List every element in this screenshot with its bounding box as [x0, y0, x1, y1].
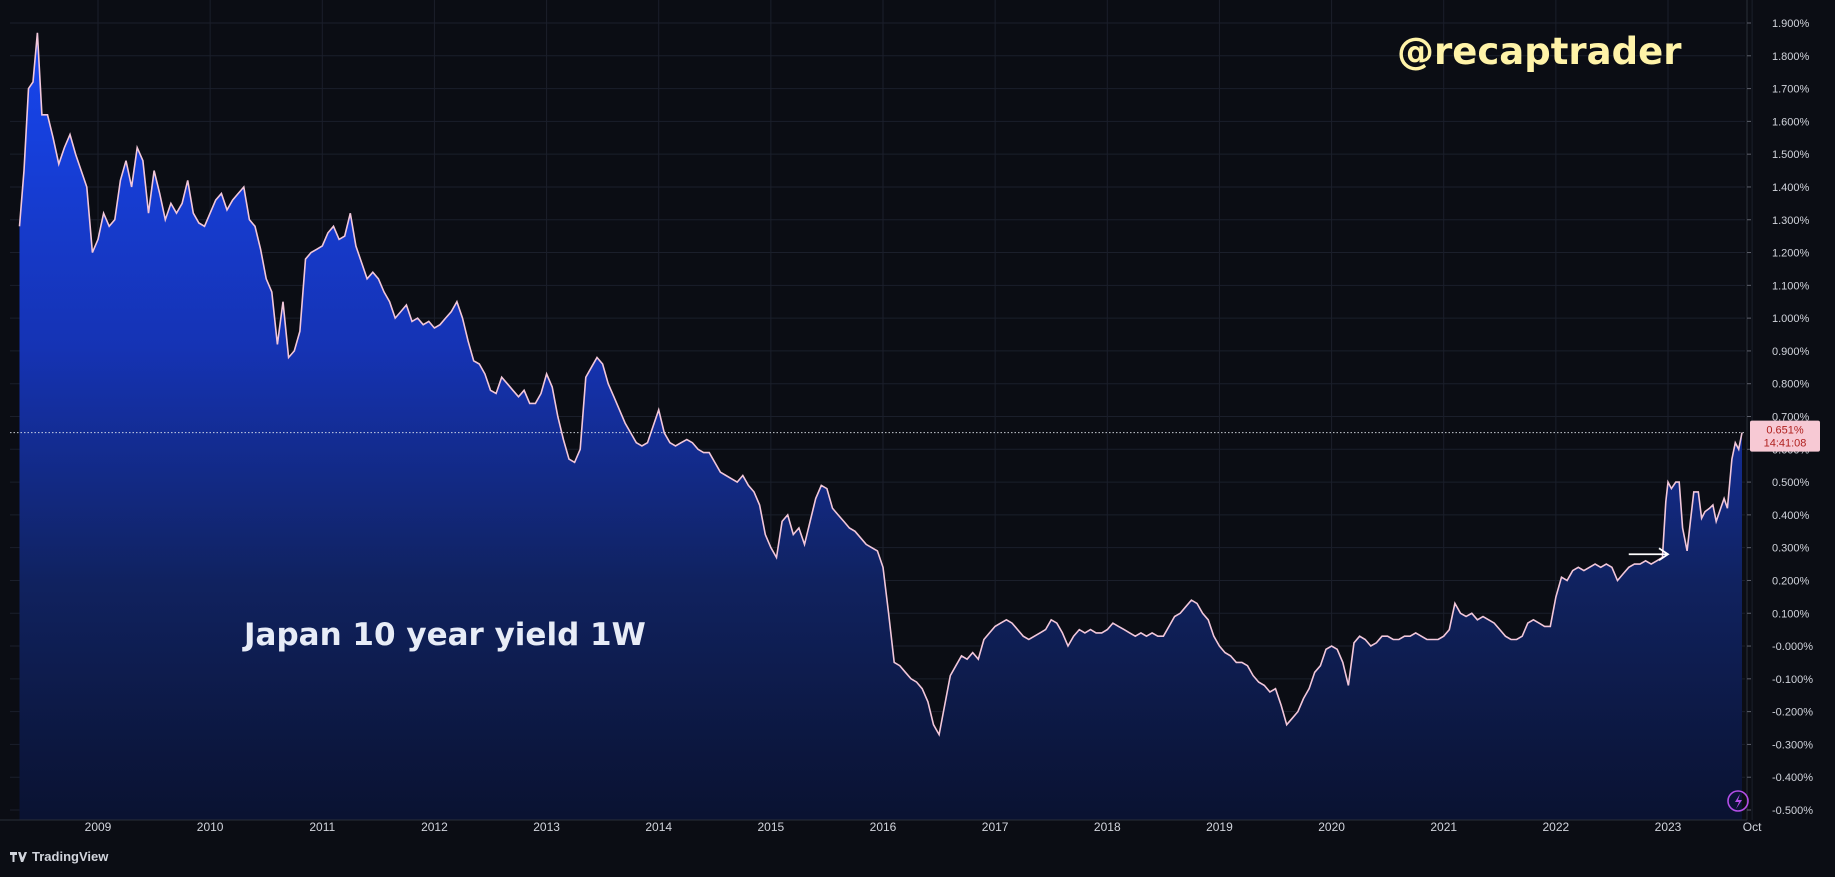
x-tick-label: 2010 [197, 820, 224, 834]
x-tick-label: 2012 [421, 820, 448, 834]
y-tick-label: 0.700% [1772, 412, 1810, 424]
y-tick-label: 0.400% [1772, 510, 1810, 522]
x-tick-label: 2009 [85, 820, 112, 834]
y-tick-label: 0.200% [1772, 575, 1810, 587]
x-tick-label: 2017 [982, 820, 1009, 834]
y-tick-label: -0.300% [1772, 739, 1813, 751]
y-tick-label: 0.800% [1772, 379, 1810, 391]
y-tick-label: -0.100% [1772, 674, 1813, 686]
tradingview-logo[interactable]: TradingView [10, 849, 108, 864]
arrow-head [1658, 547, 1670, 561]
y-tick-label: 1.000% [1772, 313, 1810, 325]
x-tick-label: Oct [1743, 820, 1762, 834]
last-price-value: 0.651% [1766, 425, 1804, 437]
x-tick-label: 2021 [1430, 820, 1457, 834]
last-price-label-bg [1750, 420, 1820, 452]
x-tick-label: 2019 [1206, 820, 1233, 834]
lightning-icon[interactable] [1727, 790, 1749, 812]
y-tick-label: 1.100% [1772, 280, 1810, 292]
price-axis[interactable]: 1.900% 1.800% 1.700% 1.600% 1.500% 1.400% 1.30… [1747, 18, 1813, 817]
y-tick-label: -0.400% [1772, 772, 1813, 784]
x-tick-label: 2013 [533, 820, 560, 834]
y-tick-label: 0.500% [1772, 477, 1810, 489]
arrow-annotation [1628, 547, 1670, 561]
y-tick-label: 1.300% [1772, 215, 1810, 227]
x-tick-label: 2022 [1543, 820, 1570, 834]
y-tick-label: 1.700% [1772, 84, 1810, 96]
y-tick-label: 0.900% [1772, 346, 1810, 358]
chart-title-annotation: Japan 10 year yield 1W [242, 617, 646, 653]
x-tick-label: 2020 [1318, 820, 1345, 834]
y-tick-label: 1.200% [1772, 248, 1810, 260]
y-tick-label: -0.000% [1772, 641, 1813, 653]
watermark-handle: @recaptrader [1397, 30, 1682, 73]
y-tick-label: 1.900% [1772, 18, 1810, 30]
x-tick-label: 2011 [309, 820, 335, 834]
y-tick-label: -0.500% [1772, 805, 1813, 817]
x-tick-label: 2023 [1655, 820, 1682, 834]
x-tick-label: 2016 [870, 820, 897, 834]
tradingview-label: TradingView [32, 849, 109, 864]
last-price-label: 0.651% 14:41:08 [1750, 420, 1820, 452]
x-tick-label: 2015 [758, 820, 785, 834]
y-tick-label: 1.800% [1772, 51, 1810, 63]
lightning-icon-bolt [1735, 794, 1742, 809]
x-tick-label: 2014 [645, 820, 672, 834]
y-tick-label: 0.300% [1772, 543, 1810, 555]
time-axis[interactable]: 2009 2010 2011 2012 2013 2014 2015 2016 2017 2018… [85, 820, 1762, 834]
lightning-icon-circle [1727, 790, 1749, 812]
y-tick-label: -0.200% [1772, 707, 1813, 719]
yield-area-fill [19, 32, 1742, 821]
bar-countdown: 14:41:08 [1764, 438, 1807, 450]
y-tick-label: 1.500% [1772, 149, 1810, 161]
y-tick-label: 0.100% [1772, 608, 1810, 620]
y-tick-label: 1.600% [1772, 116, 1810, 128]
y-tick-label: 1.400% [1772, 182, 1810, 194]
yield-line [18, 32, 1743, 737]
tradingview-icon [10, 851, 27, 862]
x-tick-label: 2018 [1094, 820, 1121, 834]
